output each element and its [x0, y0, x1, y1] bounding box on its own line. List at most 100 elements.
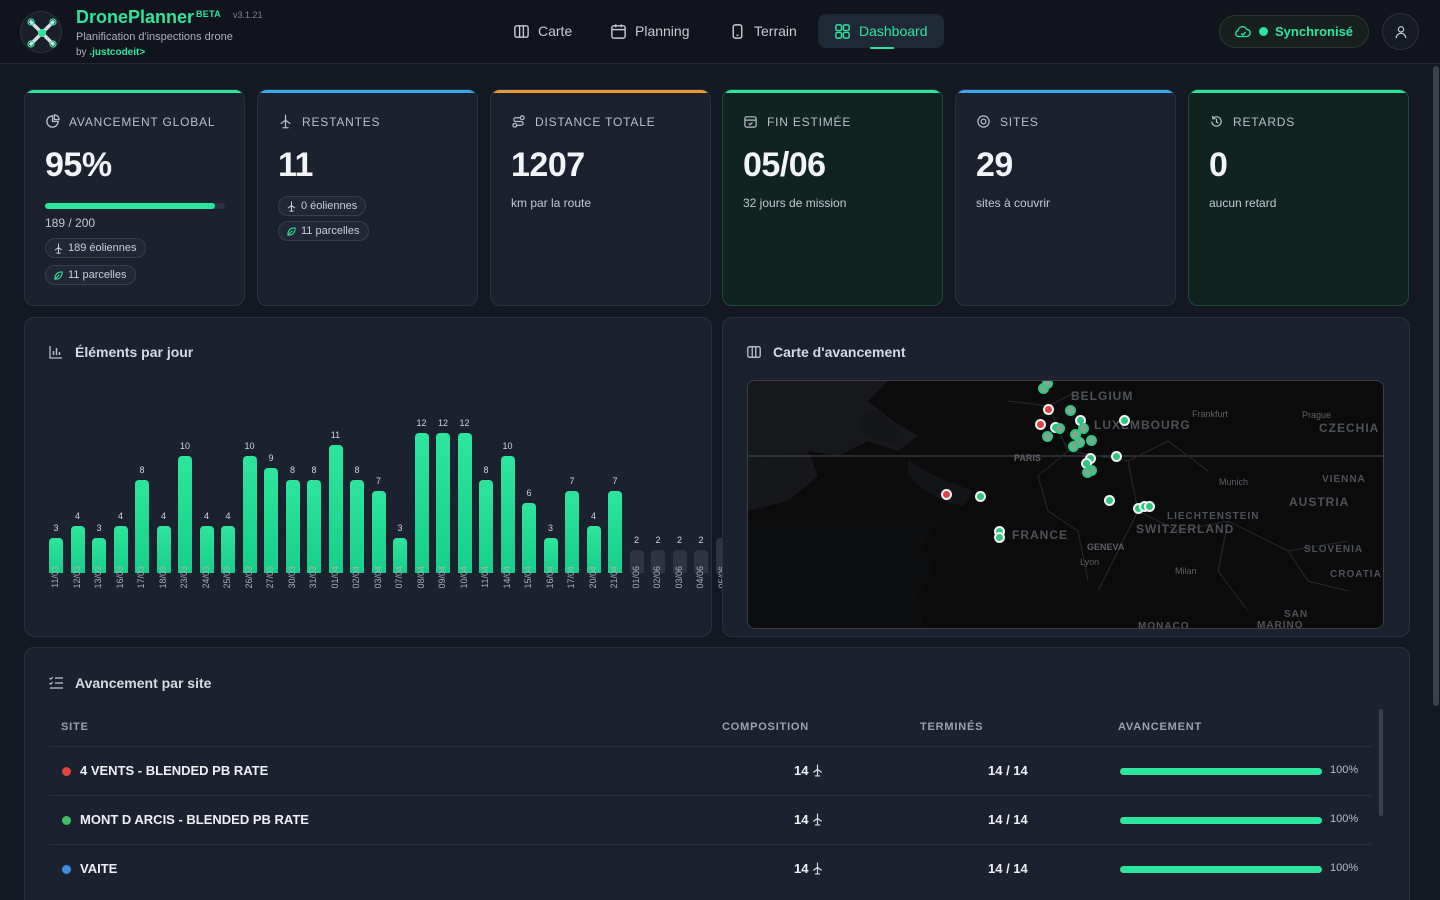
chart-bar[interactable] — [500, 456, 515, 573]
chart-bar[interactable] — [70, 526, 85, 573]
chart-bar[interactable] — [543, 538, 558, 573]
map-pin[interactable] — [941, 489, 952, 500]
map-pin[interactable] — [1042, 381, 1053, 389]
chart-date-label: 14/04 — [501, 566, 512, 589]
chart-bar-value: 7 — [375, 476, 381, 487]
site-done: 14 / 14 — [988, 861, 1028, 876]
chart-date-label: 16/04 — [544, 566, 555, 589]
card-distance: DISTANCE TOTALE 1207 km par la route — [490, 89, 711, 306]
chart-bar[interactable] — [608, 491, 622, 573]
map-icon — [514, 24, 529, 38]
cloud-check-icon — [1235, 25, 1251, 37]
chart-bar[interactable] — [586, 526, 601, 573]
chart-bar[interactable] — [178, 456, 192, 573]
map-pin[interactable] — [1119, 415, 1130, 426]
map-pin[interactable] — [994, 532, 1005, 543]
map-pin[interactable] — [1078, 423, 1089, 434]
panel-title: Carte d'avancement — [746, 344, 906, 360]
site-name: VAITE — [80, 861, 118, 876]
chart-bar[interactable] — [457, 433, 472, 573]
chart-bar[interactable] — [242, 456, 257, 573]
chart-date-label: 09/04 — [437, 566, 447, 589]
chart-bar[interactable] — [264, 468, 278, 573]
chart-bar-value: 4 — [117, 511, 123, 522]
map-pin[interactable] — [1042, 431, 1053, 442]
chart-bar-value: 10 — [244, 441, 255, 452]
chart-bar[interactable] — [672, 549, 687, 573]
app-subtitle: Planification d'inspections drone — [76, 31, 233, 43]
map-pin[interactable] — [1068, 441, 1079, 452]
map-pin[interactable] — [975, 491, 986, 502]
turbines-pill-text: 0 éoliennes — [301, 200, 358, 212]
tab-carte[interactable]: Carte — [497, 14, 588, 48]
chart-bar[interactable] — [135, 479, 149, 573]
chart-bar[interactable] — [113, 526, 128, 573]
chart-bar[interactable] — [414, 433, 429, 573]
column-header-progress[interactable]: AVANCEMENT — [1118, 721, 1202, 733]
map-pin[interactable] — [1054, 423, 1065, 434]
map-pin[interactable] — [1111, 451, 1122, 462]
chart-bar[interactable] — [694, 549, 708, 573]
map-pin[interactable] — [1104, 495, 1115, 506]
chart-date-label: 04/06 — [695, 566, 705, 589]
chart-bar[interactable] — [522, 503, 536, 573]
chart-bar[interactable] — [92, 538, 106, 573]
column-header-site[interactable]: SITE — [61, 721, 89, 733]
card-label: AVANCEMENT GLOBAL — [45, 114, 215, 129]
tab-planning[interactable]: Planning — [594, 14, 706, 48]
chart-bar[interactable] — [350, 479, 364, 573]
map-pin[interactable] — [1086, 435, 1097, 446]
chart-bar[interactable] — [328, 444, 343, 573]
chart-date-label: 03/04 — [372, 566, 383, 589]
map-panel: Carte d'avancement BELGIUM LUXEMBOURG Fr… — [722, 317, 1410, 637]
site-progress-bar — [1120, 768, 1322, 775]
column-header-composition[interactable]: COMPOSITION — [722, 721, 810, 733]
chart-bar[interactable] — [479, 479, 493, 573]
chart-bar-value: 4 — [74, 511, 80, 522]
tab-terrain[interactable]: Terrain — [713, 14, 813, 48]
app-logo[interactable] — [20, 11, 62, 53]
chart-bar[interactable] — [436, 433, 450, 573]
map-icon — [747, 346, 761, 358]
page-scrollbar[interactable] — [1433, 66, 1439, 706]
card-accent-bar — [1189, 90, 1408, 93]
tab-dashboard[interactable]: Dashboard — [818, 14, 944, 48]
chart-bar[interactable] — [199, 526, 214, 573]
calendar-icon — [611, 23, 626, 39]
progress-map[interactable]: BELGIUM LUXEMBOURG Frankfurt Prague CZEC… — [747, 380, 1384, 629]
chart-bar[interactable] — [629, 549, 644, 573]
map-label: MARINO — [1257, 620, 1304, 629]
chart-bar[interactable] — [307, 479, 321, 573]
map-label: Milan — [1175, 566, 1197, 576]
map-pin[interactable] — [1065, 405, 1076, 416]
table-row[interactable]: VAITE 14 14 / 14 100% — [49, 844, 1372, 893]
chart-bar[interactable] — [651, 549, 665, 573]
user-menu-button[interactable] — [1382, 13, 1419, 50]
column-header-done[interactable]: TERMINÉS — [920, 721, 984, 733]
parcels-pill-text: 11 parcelles — [68, 269, 127, 281]
map-pin[interactable] — [1035, 419, 1046, 430]
chart-date-label: 25/03 — [222, 566, 232, 589]
chart-bar[interactable] — [285, 479, 300, 573]
map-pin[interactable] — [1082, 467, 1093, 478]
sync-status-button[interactable]: Synchronisé — [1219, 15, 1369, 48]
panel-title-text: Éléments par jour — [75, 344, 194, 360]
chart-bar[interactable] — [221, 526, 235, 573]
table-row[interactable]: MONT D ARCIS - BLENDED PB RATE 14 14 / 1… — [49, 795, 1372, 844]
composition-count: 14 — [794, 861, 809, 876]
chart-bar-value: 2 — [698, 534, 704, 545]
chart-bar-value: 11 — [330, 429, 341, 440]
chart-bar[interactable] — [156, 526, 171, 573]
chart-bar-value: 8 — [139, 464, 145, 475]
chart-bar[interactable] — [49, 538, 63, 573]
map-pin[interactable] — [1043, 404, 1054, 415]
chart-bar[interactable] — [565, 491, 579, 573]
chart-bar[interactable] — [393, 538, 407, 573]
table-row[interactable]: 4 VENTS - BLENDED PB RATE 14 14 / 14 100… — [49, 746, 1372, 795]
chart-bar[interactable] — [371, 491, 386, 573]
chart-bar-value: 3 — [547, 523, 553, 533]
map-pin[interactable] — [1144, 501, 1155, 512]
card-accent-bar — [491, 90, 710, 93]
table-scrollbar[interactable] — [1379, 709, 1383, 816]
chart-bar-value: 8 — [354, 464, 360, 475]
